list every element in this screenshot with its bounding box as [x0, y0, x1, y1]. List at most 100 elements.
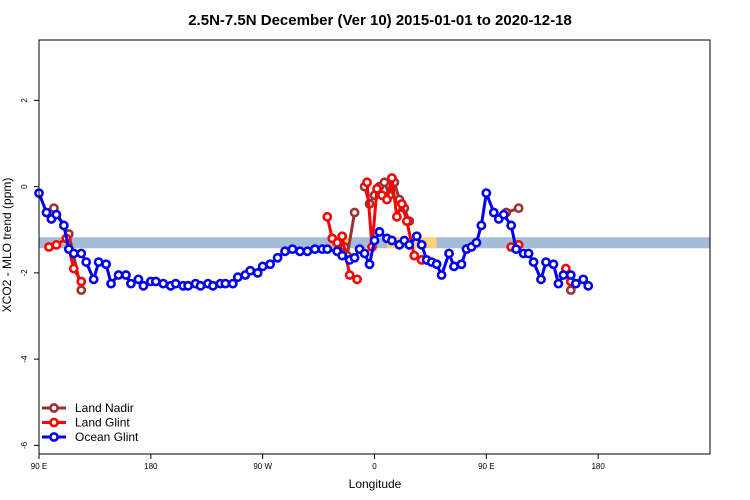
data-point	[352, 274, 363, 285]
series-ocean-glint	[34, 187, 594, 291]
data-point	[444, 248, 454, 259]
data-point	[456, 259, 467, 270]
data-point	[553, 278, 564, 289]
data-point	[245, 265, 256, 276]
data-point	[548, 259, 559, 270]
legend-marker	[49, 403, 59, 413]
data-point	[302, 246, 313, 257]
data-point	[513, 203, 524, 214]
data-point	[369, 235, 380, 246]
data-point	[565, 270, 576, 280]
y-tick-label: 2	[20, 98, 29, 103]
data-point	[583, 280, 594, 291]
data-point	[121, 270, 131, 280]
legend-item: Land Glint	[42, 416, 130, 430]
data-point	[511, 244, 522, 255]
data-point	[431, 259, 442, 270]
data-point	[126, 278, 136, 289]
data-point	[170, 278, 181, 289]
data-point	[81, 257, 92, 267]
data-point	[44, 242, 54, 252]
data-point	[382, 194, 392, 205]
data-point	[158, 278, 169, 289]
data-point	[58, 220, 69, 231]
data-point	[386, 173, 397, 183]
data-point	[498, 209, 509, 220]
data-point	[76, 285, 87, 296]
data-point	[133, 274, 144, 285]
data-point	[322, 211, 333, 222]
data-point	[386, 235, 397, 246]
data-point	[41, 207, 52, 218]
data-point	[364, 259, 375, 270]
legend-marker	[49, 417, 59, 428]
x-tick-label: 90 W	[253, 462, 272, 471]
y-axis: 2 0 -2 -4 -6	[20, 98, 39, 449]
x-tick-label: 180	[591, 462, 605, 471]
data-point	[374, 227, 385, 237]
data-point	[488, 207, 499, 218]
data-point	[396, 198, 407, 209]
x-tick-label: 0	[372, 462, 377, 471]
data-point	[232, 272, 243, 283]
data-point	[332, 237, 343, 248]
chart-title: 2.5N-7.5N December (Ver 10) 2015-01-01 t…	[188, 12, 572, 29]
data-point	[404, 239, 415, 250]
y-tick-label: -2	[20, 269, 29, 277]
data-point	[359, 248, 370, 259]
data-point	[76, 276, 87, 287]
data-point	[93, 257, 104, 267]
legend-item: Land Nadir	[42, 401, 134, 415]
data-point	[322, 244, 333, 255]
data-point	[481, 188, 492, 198]
data-point	[101, 259, 111, 270]
data-point	[265, 259, 276, 270]
data-point	[113, 270, 124, 280]
legend-item: Ocean Glint	[42, 430, 139, 444]
data-point	[252, 267, 263, 278]
data-point	[208, 280, 218, 291]
x-tick-label: 180	[144, 462, 158, 471]
y-tick-label: -6	[20, 441, 29, 449]
data-point	[88, 274, 99, 285]
data-point	[272, 252, 283, 263]
data-point	[349, 252, 360, 263]
data-point	[523, 248, 534, 259]
data-point	[372, 183, 382, 194]
data-point	[344, 270, 355, 280]
x-tick-label: 90 E	[31, 462, 47, 471]
legend-marker	[49, 432, 59, 442]
data-point	[68, 263, 79, 274]
data-point	[183, 280, 194, 291]
data-point	[138, 280, 149, 291]
data-point	[280, 246, 290, 257]
data-point	[541, 257, 551, 267]
data-point	[379, 177, 390, 188]
y-axis-label: XCO2 - MLO trend (ppm)	[0, 178, 14, 313]
legend-label: Land Nadir	[75, 401, 134, 415]
data-point	[558, 270, 569, 280]
x-axis: 90 E 180 90 W 0 90 E 180	[31, 454, 605, 471]
data-point	[76, 248, 87, 259]
data-point	[349, 207, 360, 218]
data-point	[416, 239, 427, 250]
data-point	[506, 220, 517, 231]
x-tick-label: 90 E	[478, 462, 494, 471]
data-point	[150, 276, 161, 287]
legend-label: Land Glint	[75, 416, 130, 430]
data-point	[106, 278, 116, 289]
data-point	[570, 278, 581, 289]
data-point	[309, 244, 320, 255]
data-point	[449, 261, 459, 272]
data-point	[436, 270, 447, 280]
data-point	[409, 250, 420, 261]
data-point	[411, 231, 422, 242]
data-point	[68, 248, 79, 259]
data-series	[34, 173, 594, 296]
data-point	[195, 280, 206, 291]
data-point	[295, 246, 305, 257]
data-point	[391, 211, 402, 222]
data-point	[337, 250, 348, 261]
